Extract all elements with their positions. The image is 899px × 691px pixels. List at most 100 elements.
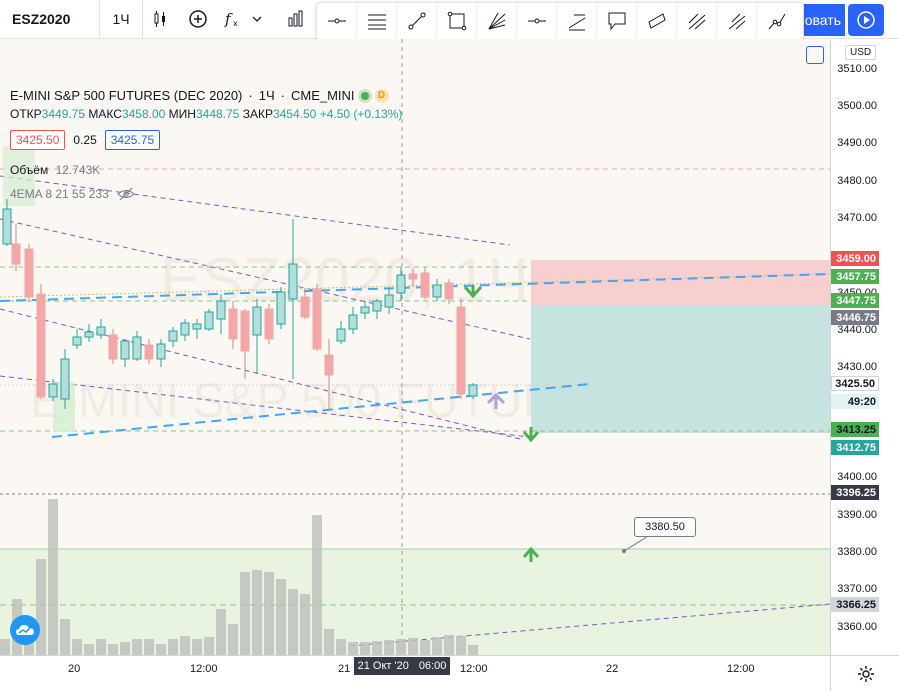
chart-pane[interactable]: ESZ2020, 1Ч E-MINI S&P 500 FUTURES (DEC … (0, 39, 830, 655)
candle-body (264, 308, 274, 340)
hidden-eye-icon[interactable] (116, 187, 135, 201)
crosshair-date: 21 Окт '20 (357, 660, 409, 672)
volume-bar (468, 645, 478, 655)
candle-body (204, 311, 214, 330)
cloud-logo-icon (16, 625, 34, 635)
schiff-pitchfork-tool-icon[interactable] (717, 3, 757, 39)
candles-chart-type-icon[interactable] (142, 0, 178, 38)
trend-line-tool-icon[interactable] (397, 3, 437, 39)
volume-legend[interactable]: Объём 12.743K (10, 163, 100, 177)
price-callout[interactable]: 3380.50 (634, 517, 696, 537)
bid-ask-panel: 3425.50 0.25 3425.75 (10, 130, 161, 150)
price-tick: 3510.00 (837, 63, 877, 75)
tradingview-logo[interactable] (10, 615, 40, 645)
horizontal-ray-tool-icon[interactable] (517, 3, 557, 39)
volume-bar (372, 641, 382, 655)
volume-bar (456, 636, 466, 655)
candle-body (108, 334, 118, 360)
time-tick: 22 (606, 663, 619, 675)
info-line-tool-icon[interactable] (557, 3, 597, 39)
ema-label: 4EMA 8 21 55 233 (10, 187, 109, 201)
up-arrow-marker (486, 392, 506, 409)
candle-body (420, 272, 430, 298)
price-axis[interactable] (830, 39, 899, 655)
path-tool-icon[interactable] (757, 3, 796, 39)
candle-body (156, 343, 166, 360)
volume-bar (264, 572, 274, 655)
volume-bar (420, 640, 430, 655)
fullscreen-icon[interactable] (806, 46, 824, 64)
candle-body (336, 328, 346, 342)
volume-bar (168, 639, 178, 655)
add-compare-icon[interactable] (180, 0, 216, 38)
down-arrow-marker (522, 427, 540, 443)
svg-text:x: x (233, 19, 238, 28)
volume-bar (72, 639, 82, 655)
price-tick: 3380.00 (837, 546, 877, 558)
chart-settings-button[interactable] (830, 655, 899, 691)
sell-button[interactable]: 3425.50 (10, 130, 66, 150)
volume-bar (60, 619, 70, 655)
candle-body (132, 336, 142, 360)
candle-body (384, 294, 394, 308)
low-value: 3448.75 (195, 107, 240, 121)
target-zone (531, 305, 830, 433)
price-tick: 3480.00 (837, 175, 877, 187)
price-tick: 3360.00 (837, 621, 877, 633)
parallel-channel-tool-icon[interactable] (637, 3, 677, 39)
volume-bar (108, 644, 118, 655)
price-label: 3366.25 (831, 597, 879, 612)
play-icon (857, 11, 875, 29)
templates-icon[interactable] (278, 0, 314, 38)
candle-body (444, 282, 454, 300)
candle-body (11, 243, 21, 265)
publish-button[interactable]: овать (800, 4, 845, 36)
candle-body (216, 300, 226, 320)
replay-button[interactable] (848, 4, 884, 36)
symbol-description: E-MINI S&P 500 FUTURES (DEC 2020) (10, 88, 243, 103)
price-label: 3413.25 (831, 422, 879, 437)
gear-icon (857, 665, 874, 682)
candle-body (252, 306, 262, 336)
volume-bar (36, 559, 46, 655)
volume-bar (336, 639, 346, 655)
price-tick: 3400.00 (837, 471, 877, 483)
rectangle-tool-icon[interactable] (437, 3, 477, 39)
fib-fan-tool-icon[interactable] (477, 3, 517, 39)
buy-button[interactable]: 3425.75 (104, 130, 161, 150)
price-tick: 3490.00 (837, 137, 877, 149)
candle-body (432, 284, 442, 298)
currency-label[interactable]: USD (845, 45, 877, 60)
candle-body (348, 314, 358, 330)
drawing-toolbar (316, 2, 804, 40)
market-open-indicator (360, 91, 369, 100)
crosshair-time: 06:00 (418, 660, 447, 672)
interval-button[interactable]: 1Ч (100, 0, 143, 38)
candle-body (456, 306, 466, 395)
candle-body (192, 323, 202, 330)
horizontal-line-tool-icon[interactable] (317, 3, 357, 39)
change-value: +4.50 (+0.13%) (319, 107, 403, 121)
candle-body (312, 288, 322, 350)
candle-body (324, 354, 334, 376)
chart-legend-title[interactable]: E-MINI S&P 500 FUTURES (DEC 2020) · 1Ч ·… (10, 88, 389, 103)
ema-legend[interactable]: 4EMA 8 21 55 233 (10, 187, 135, 201)
volume-bar (132, 639, 142, 655)
price-tick: 3390.00 (837, 509, 877, 521)
candle-body (24, 248, 34, 298)
callout-tool-icon[interactable] (597, 3, 637, 39)
candle-body (276, 291, 286, 325)
symbol-search-button[interactable]: ESZ2020 (0, 0, 100, 38)
volume-bar (408, 638, 418, 655)
candle-body (96, 326, 106, 336)
down-arrow-marker (463, 285, 483, 299)
volume-bar (120, 642, 130, 655)
spread-value: 0.25 (73, 133, 97, 147)
volume-bar (312, 515, 322, 655)
candle-body (144, 344, 154, 360)
time-tick: 12:00 (460, 663, 488, 675)
fib-retracement-tool-icon[interactable] (357, 3, 397, 39)
price-tick: 3430.00 (837, 361, 877, 373)
pitchfork-tool-icon[interactable] (677, 3, 717, 39)
